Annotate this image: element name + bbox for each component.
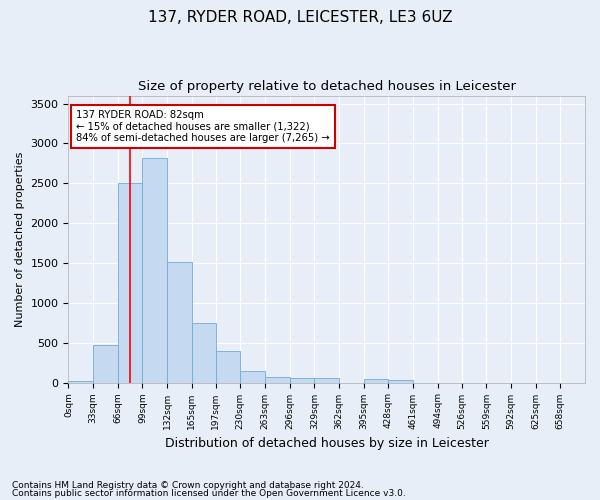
Y-axis label: Number of detached properties: Number of detached properties (15, 152, 25, 327)
Text: 137 RYDER ROAD: 82sqm
← 15% of detached houses are smaller (1,322)
84% of semi-d: 137 RYDER ROAD: 82sqm ← 15% of detached … (76, 110, 329, 143)
Bar (364, 379, 388, 382)
Bar (167, 262, 192, 382)
Bar (265, 376, 290, 382)
Bar (142, 158, 167, 382)
Bar (118, 184, 142, 382)
Bar (68, 381, 93, 382)
Text: 137, RYDER ROAD, LEICESTER, LE3 6UZ: 137, RYDER ROAD, LEICESTER, LE3 6UZ (148, 10, 452, 25)
Text: Contains HM Land Registry data © Crown copyright and database right 2024.: Contains HM Land Registry data © Crown c… (12, 481, 364, 490)
X-axis label: Distribution of detached houses by size in Leicester: Distribution of detached houses by size … (165, 437, 488, 450)
Bar (314, 378, 339, 382)
Bar (215, 352, 241, 382)
Bar (241, 372, 265, 382)
Bar (290, 378, 314, 382)
Title: Size of property relative to detached houses in Leicester: Size of property relative to detached ho… (138, 80, 516, 93)
Bar (388, 380, 413, 382)
Bar (93, 345, 118, 383)
Bar (192, 323, 215, 382)
Text: Contains public sector information licensed under the Open Government Licence v3: Contains public sector information licen… (12, 488, 406, 498)
